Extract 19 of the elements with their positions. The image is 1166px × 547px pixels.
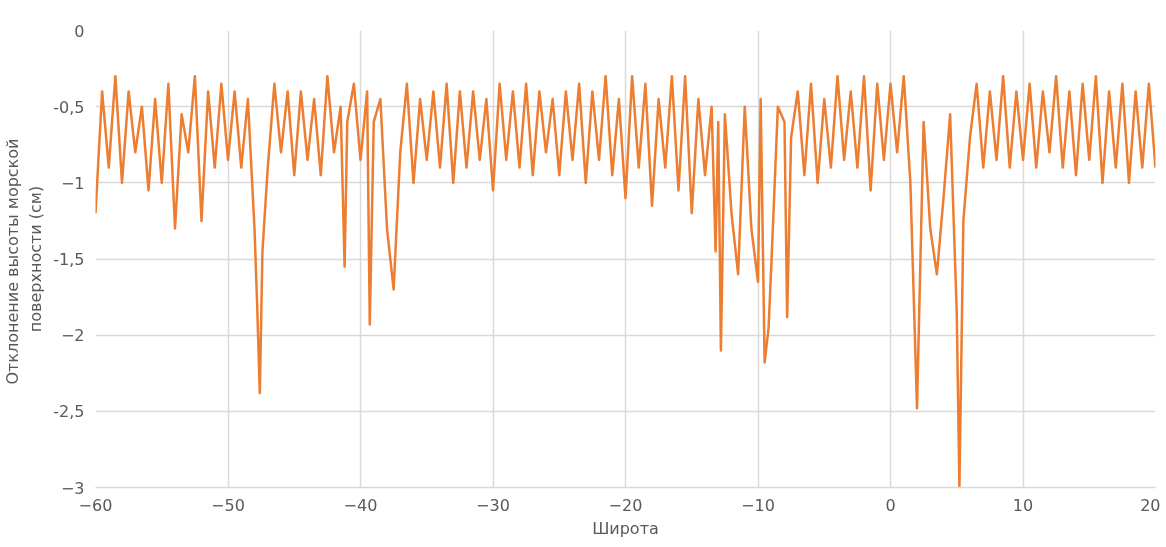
y-tick-label: −3	[60, 478, 85, 498]
x-tick-label: 0	[885, 495, 896, 515]
y-tick-label: -2,5	[53, 402, 85, 422]
y-tick-label: 0	[74, 21, 85, 41]
y-tick-label: -0,5	[53, 97, 85, 117]
y-tick-label: −1	[60, 173, 85, 193]
x-tick-label: −20	[608, 495, 643, 515]
x-tick-label: 10	[1012, 495, 1034, 515]
x-tick-label: −10	[741, 495, 775, 515]
x-tick-label: 20	[1140, 495, 1161, 515]
line-series	[95, 74, 1156, 488]
y-axis-title: Отклонение высоты морской поверхности (см)	[3, 138, 46, 385]
x-axis-title: Широта	[592, 518, 659, 538]
x-tick-label: −50	[211, 495, 245, 515]
x-tick-label: −60	[78, 495, 113, 515]
x-tick-label: −30	[476, 495, 510, 515]
x-tick-label: −40	[343, 495, 378, 515]
y-tick-label: −2	[60, 326, 85, 346]
y-tick-label: -1,5	[53, 250, 85, 269]
